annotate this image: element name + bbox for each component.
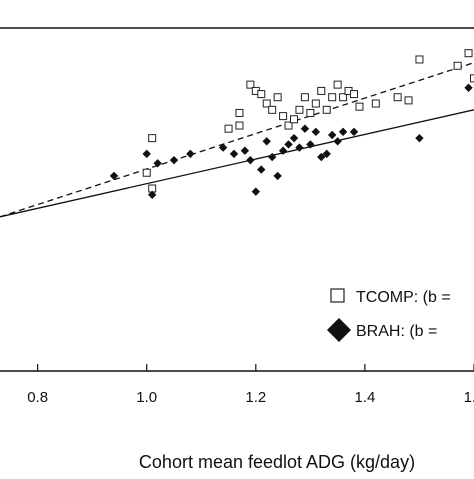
legend-brah-label: BRAH: (b = bbox=[356, 323, 437, 340]
axes bbox=[0, 28, 474, 371]
tcomp-point bbox=[372, 100, 379, 107]
tcomp-point bbox=[405, 97, 412, 104]
tcomp-point bbox=[394, 94, 401, 101]
tcomp-point bbox=[416, 56, 423, 63]
brah-point bbox=[246, 156, 254, 164]
tcomp-point bbox=[465, 50, 472, 57]
tcomp-point bbox=[258, 91, 265, 98]
legend: TCOMP: (b = BRAH: (b = bbox=[327, 289, 451, 342]
tcomp-point bbox=[236, 122, 243, 129]
x-tick-label: 0.8 bbox=[27, 389, 48, 406]
legend-tcomp-marker bbox=[331, 289, 344, 302]
tcomp-point bbox=[323, 106, 330, 113]
brah-point bbox=[290, 134, 298, 142]
tcomp-point bbox=[301, 94, 308, 101]
brah-point bbox=[301, 124, 309, 132]
brah-point bbox=[464, 84, 472, 92]
tcomp-point bbox=[351, 91, 358, 98]
tcomp-point bbox=[291, 116, 298, 123]
tcomp-point bbox=[236, 109, 243, 116]
tcomp-point bbox=[318, 87, 325, 94]
tcomp-point bbox=[280, 113, 287, 120]
x-tick-label: 1.0 bbox=[136, 389, 157, 406]
brah-point bbox=[284, 140, 292, 148]
brah-point bbox=[143, 150, 151, 158]
brah-point bbox=[252, 187, 260, 195]
tcomp-point bbox=[334, 81, 341, 88]
tcomp-point bbox=[269, 106, 276, 113]
tcomp-point bbox=[356, 103, 363, 110]
legend-brah-marker bbox=[327, 318, 351, 342]
fit-line-tcomp bbox=[0, 63, 474, 217]
regression-lines bbox=[0, 63, 474, 217]
tcomp-point bbox=[312, 100, 319, 107]
tcomp-point bbox=[296, 106, 303, 113]
tcomp-point bbox=[274, 94, 281, 101]
brah-point bbox=[333, 137, 341, 145]
x-tick-label: 1.2 bbox=[245, 389, 266, 406]
brah-point bbox=[415, 134, 423, 142]
brah-point bbox=[328, 131, 336, 139]
brah-point bbox=[257, 165, 265, 173]
x-tick-label: 1.4 bbox=[354, 389, 375, 406]
tcomp-point bbox=[329, 94, 336, 101]
legend-tcomp-label: TCOMP: (b = bbox=[356, 289, 451, 306]
tcomp-point bbox=[149, 135, 156, 142]
brah-point bbox=[350, 128, 358, 136]
tcomp-point bbox=[454, 62, 461, 69]
data-points bbox=[110, 50, 474, 199]
tcomp-point bbox=[471, 75, 474, 82]
tcomp-point bbox=[225, 125, 232, 132]
brah-point bbox=[273, 172, 281, 180]
brah-point bbox=[241, 147, 249, 155]
brah-point bbox=[170, 156, 178, 164]
x-tick-label: 1.6 bbox=[464, 389, 474, 406]
brah-point bbox=[312, 128, 320, 136]
tcomp-point bbox=[307, 109, 314, 116]
brah-point bbox=[186, 150, 194, 158]
brah-point bbox=[339, 128, 347, 136]
brah-point bbox=[263, 137, 271, 145]
x-axis-label: Cohort mean feedlot ADG (kg/day) bbox=[139, 452, 415, 472]
tcomp-point bbox=[143, 169, 150, 176]
brah-point bbox=[230, 150, 238, 158]
